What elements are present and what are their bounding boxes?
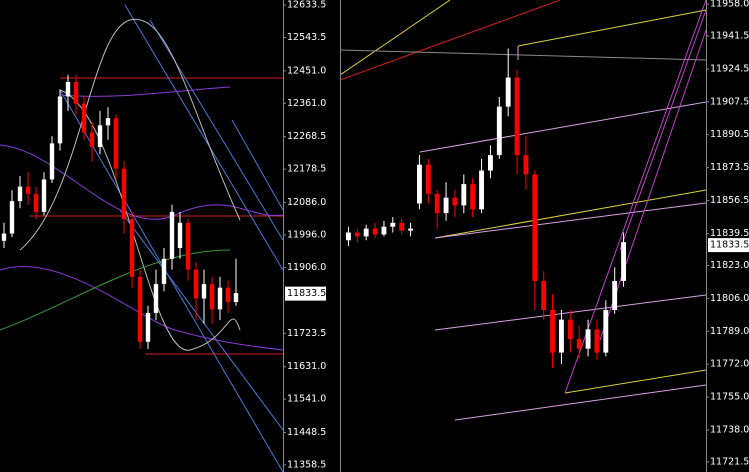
candle-body xyxy=(49,143,55,180)
candle-body xyxy=(25,186,31,194)
candle-body xyxy=(434,193,440,214)
y-tick-label: 11755.0 xyxy=(710,392,749,403)
candle-body xyxy=(129,219,135,277)
candle-body xyxy=(113,118,119,169)
candle-body xyxy=(105,118,111,126)
candle-body xyxy=(532,174,538,281)
y-tick-label: 11856.5 xyxy=(710,195,749,206)
y-tick-label: 11823.0 xyxy=(710,260,749,271)
y-tick-label: 12633.5 xyxy=(287,0,326,11)
y-tick-label: 11996.0 xyxy=(287,230,326,241)
candle-body xyxy=(354,232,360,237)
y-tick-label: 11448.5 xyxy=(287,427,326,438)
y-tick-label: 11873.5 xyxy=(710,162,749,173)
candle-body xyxy=(603,309,609,353)
candle-body xyxy=(408,228,414,231)
candle-body xyxy=(416,164,422,204)
candle-body xyxy=(121,168,127,220)
candle-body xyxy=(209,284,215,310)
y-tick-label: 12178.5 xyxy=(287,164,326,175)
y-tick-label: 12361.0 xyxy=(287,98,326,109)
y-tick-label: 12543.5 xyxy=(287,32,326,43)
candle-body xyxy=(153,284,159,313)
y-tick-label: 11772.0 xyxy=(710,359,749,370)
candle-body xyxy=(345,232,351,241)
candle-body xyxy=(193,269,199,299)
candle-body xyxy=(33,193,39,212)
candle-body xyxy=(81,103,87,133)
y-tick-label: 11806.0 xyxy=(710,293,749,304)
y-tick-label: 12086.0 xyxy=(287,197,326,208)
y-tick-label: 11721.5 xyxy=(710,457,749,468)
candle-body xyxy=(470,184,476,210)
candle-body xyxy=(201,284,207,299)
last-price-label: 11833.5 xyxy=(710,240,749,251)
candle-body xyxy=(621,242,627,281)
candle-body xyxy=(57,96,63,144)
y-tick-label: 11358.5 xyxy=(287,460,326,471)
y-tick-label: 11738.0 xyxy=(710,425,749,436)
candle-body xyxy=(558,319,564,353)
candle-body xyxy=(550,309,556,353)
candle-body xyxy=(177,222,183,248)
y-tick-label: 11906.0 xyxy=(287,262,326,273)
candle-body xyxy=(425,164,431,194)
candle-body xyxy=(137,276,143,342)
candle-body xyxy=(185,222,191,270)
last-price-box xyxy=(708,238,749,253)
candle-body xyxy=(1,233,7,241)
candle-body xyxy=(487,155,493,171)
y-tick-label: 11890.5 xyxy=(710,129,749,140)
candle-body xyxy=(585,329,591,349)
candle-body xyxy=(372,228,378,235)
candle-body xyxy=(399,222,405,231)
candle-body xyxy=(514,77,520,156)
y-tick-label: 12451.0 xyxy=(287,65,326,76)
candle-body xyxy=(381,226,387,235)
candle-body xyxy=(479,170,485,210)
candle-body xyxy=(169,211,175,259)
y-tick-label: 11541.0 xyxy=(287,394,326,405)
y-tick-label: 11958.0 xyxy=(710,0,749,10)
candle-body xyxy=(390,222,396,227)
candle-body xyxy=(443,197,449,214)
candle-body xyxy=(97,125,103,147)
candle-body xyxy=(225,287,231,303)
candle-body xyxy=(612,280,618,310)
candle-body xyxy=(461,184,467,206)
y-tick-label: 11839.5 xyxy=(710,228,749,239)
y-tick-label: 11907.5 xyxy=(710,96,749,107)
candle-body xyxy=(217,287,223,310)
y-tick-label: 11631.0 xyxy=(287,361,326,372)
candle-body xyxy=(145,312,151,342)
candle-body xyxy=(65,82,71,97)
candle-body xyxy=(41,179,47,212)
y-tick-label: 12268.5 xyxy=(287,131,326,142)
candle-body xyxy=(496,106,502,156)
last-price-box xyxy=(285,286,326,301)
candle-body xyxy=(73,82,79,104)
candle-body xyxy=(161,258,167,285)
y-tick-label: 11789.0 xyxy=(710,326,749,337)
candle-body xyxy=(541,280,547,310)
candle-body xyxy=(363,228,369,237)
candle-body xyxy=(17,186,23,202)
candle-body xyxy=(523,155,529,175)
trend-lines xyxy=(0,0,707,472)
y-tick-label: 11723.5 xyxy=(287,328,326,339)
y-tick-label: 11941.5 xyxy=(710,30,749,41)
candle-body xyxy=(89,132,95,147)
candle-body xyxy=(9,201,15,234)
last-price-label: 11833.5 xyxy=(287,288,326,299)
candle-body xyxy=(594,329,600,353)
candle-body xyxy=(567,319,573,340)
y-tick-label: 11924.5 xyxy=(710,63,749,74)
candle-body xyxy=(576,339,582,349)
candle-body xyxy=(505,77,511,107)
candle-body xyxy=(452,197,458,206)
candle-body xyxy=(233,293,239,303)
